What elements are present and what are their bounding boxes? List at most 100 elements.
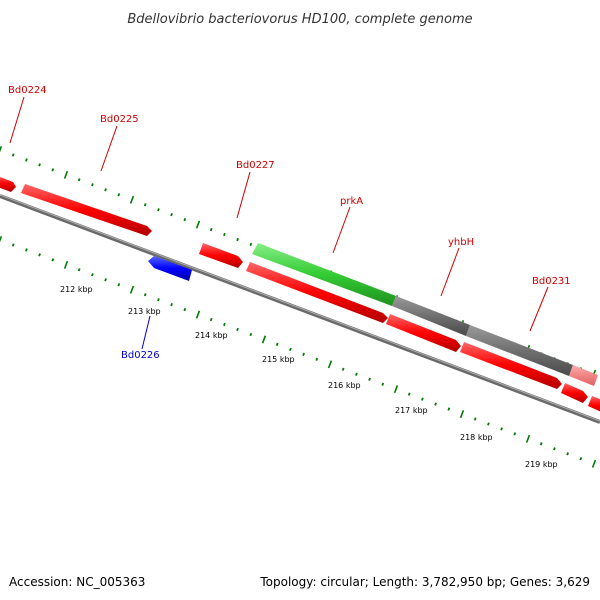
minor-tick	[209, 227, 213, 232]
gene-bd0230[interactable]	[466, 325, 573, 376]
major-tick	[63, 260, 69, 269]
minor-tick	[275, 342, 279, 347]
label-leaders	[9, 96, 549, 350]
gene-bd0231[interactable]	[569, 365, 598, 386]
gene-lower-4[interactable]	[561, 383, 588, 403]
label-bd0231[interactable]: Bd0231	[532, 276, 571, 287]
minor-tick	[77, 268, 81, 272]
scale-label-213: 213 kbp	[128, 307, 161, 316]
scale-label-212: 212 kbp	[60, 285, 93, 294]
major-tick	[0, 236, 3, 243]
minor-tick	[183, 307, 187, 312]
minor-tick	[25, 248, 28, 252]
gene-yhbh[interactable]	[392, 296, 470, 336]
minor-tick	[302, 352, 305, 357]
gene-features	[0, 175, 600, 414]
minor-tick	[421, 397, 424, 401]
minor-tick	[249, 242, 253, 247]
minor-tick	[143, 203, 147, 207]
minor-tick	[341, 367, 345, 371]
gene-lower-5[interactable]	[588, 396, 600, 414]
minor-tick	[315, 357, 319, 361]
gene-bd0225[interactable]	[21, 184, 152, 236]
gene-lower-3[interactable]	[460, 342, 562, 389]
major-tick	[63, 170, 69, 179]
minor-tick	[223, 322, 226, 327]
scale-label-219: 219 kbp	[525, 460, 558, 469]
label-bd0226[interactable]: Bd0226	[121, 350, 160, 361]
minor-tick	[368, 377, 371, 381]
label-bd0225[interactable]: Bd0225	[100, 114, 139, 125]
minor-tick	[434, 402, 437, 406]
major-tick	[459, 410, 465, 419]
major-tick	[195, 220, 201, 229]
minor-tick	[11, 243, 15, 247]
minor-tick	[25, 158, 28, 162]
major-tick	[327, 360, 333, 369]
minor-tick	[566, 452, 569, 456]
inner-tick-track	[0, 236, 597, 468]
minor-tick	[77, 178, 81, 182]
minor-tick	[539, 442, 543, 446]
gene-prka[interactable]	[252, 243, 396, 306]
backbone-line-highlight	[0, 194, 600, 422]
major-tick	[525, 434, 531, 443]
accession-text: Accession: NC_005363	[9, 575, 145, 589]
major-tick	[261, 335, 267, 344]
genome-summary-text: Topology: circular; Length: 3,782,950 bp…	[259, 575, 590, 589]
minor-tick	[249, 332, 253, 337]
minor-tick	[157, 208, 160, 212]
gene-lower-1[interactable]	[246, 262, 388, 323]
label-prka[interactable]: prkA	[340, 196, 363, 207]
minor-tick	[51, 258, 55, 262]
scale-label-215: 215 kbp	[262, 355, 295, 364]
major-tick	[129, 195, 135, 204]
minor-tick	[289, 347, 292, 352]
minor-tick	[223, 232, 226, 237]
scale-label-216: 216 kbp	[328, 381, 361, 390]
major-tick	[0, 146, 3, 153]
minor-tick	[51, 168, 55, 172]
minor-tick	[117, 193, 121, 197]
major-tick	[195, 310, 201, 319]
scale-label-217: 217 kbp	[395, 406, 428, 415]
minor-tick	[500, 427, 503, 431]
gene-bd0226[interactable]	[148, 256, 192, 281]
minor-tick	[513, 432, 517, 436]
label-bd0227[interactable]: Bd0227	[236, 160, 275, 171]
gene-labels: Bd0224 Bd0225 Bd0227 prkA yhbH Bd0231 Bd…	[8, 85, 571, 361]
minor-tick	[170, 302, 173, 307]
gene-bd0224[interactable]	[0, 175, 16, 192]
scale-label-218: 218 kbp	[460, 433, 493, 442]
minor-tick	[553, 447, 556, 451]
minor-tick	[355, 372, 358, 376]
minor-tick	[38, 253, 41, 257]
major-tick	[393, 385, 399, 394]
minor-tick	[381, 382, 385, 386]
label-bd0224[interactable]: Bd0224	[8, 85, 47, 96]
minor-tick	[117, 283, 121, 287]
minor-tick	[447, 407, 451, 411]
minor-tick	[143, 293, 147, 297]
minor-tick	[473, 417, 477, 421]
minor-tick	[104, 188, 107, 192]
minor-tick	[407, 392, 411, 396]
major-tick	[129, 285, 135, 294]
minor-tick	[209, 317, 213, 322]
label-yhbh[interactable]: yhbH	[448, 237, 474, 248]
minor-tick	[157, 298, 160, 302]
minor-tick	[236, 327, 239, 332]
minor-tick	[91, 183, 94, 187]
minor-tick	[104, 278, 107, 282]
gene-bd0227[interactable]	[199, 243, 243, 268]
minor-tick	[236, 237, 239, 242]
scale-labels: 212 kbp 213 kbp 214 kbp 215 kbp 216 kbp …	[60, 285, 558, 469]
backbone-line	[0, 194, 600, 424]
minor-tick	[487, 422, 490, 426]
minor-tick	[91, 273, 94, 277]
gene-lower-2[interactable]	[386, 314, 461, 352]
map-title: Bdellovibrio bacteriovorus HD100, comple…	[127, 12, 472, 27]
minor-tick	[38, 163, 41, 167]
minor-tick	[11, 153, 15, 157]
